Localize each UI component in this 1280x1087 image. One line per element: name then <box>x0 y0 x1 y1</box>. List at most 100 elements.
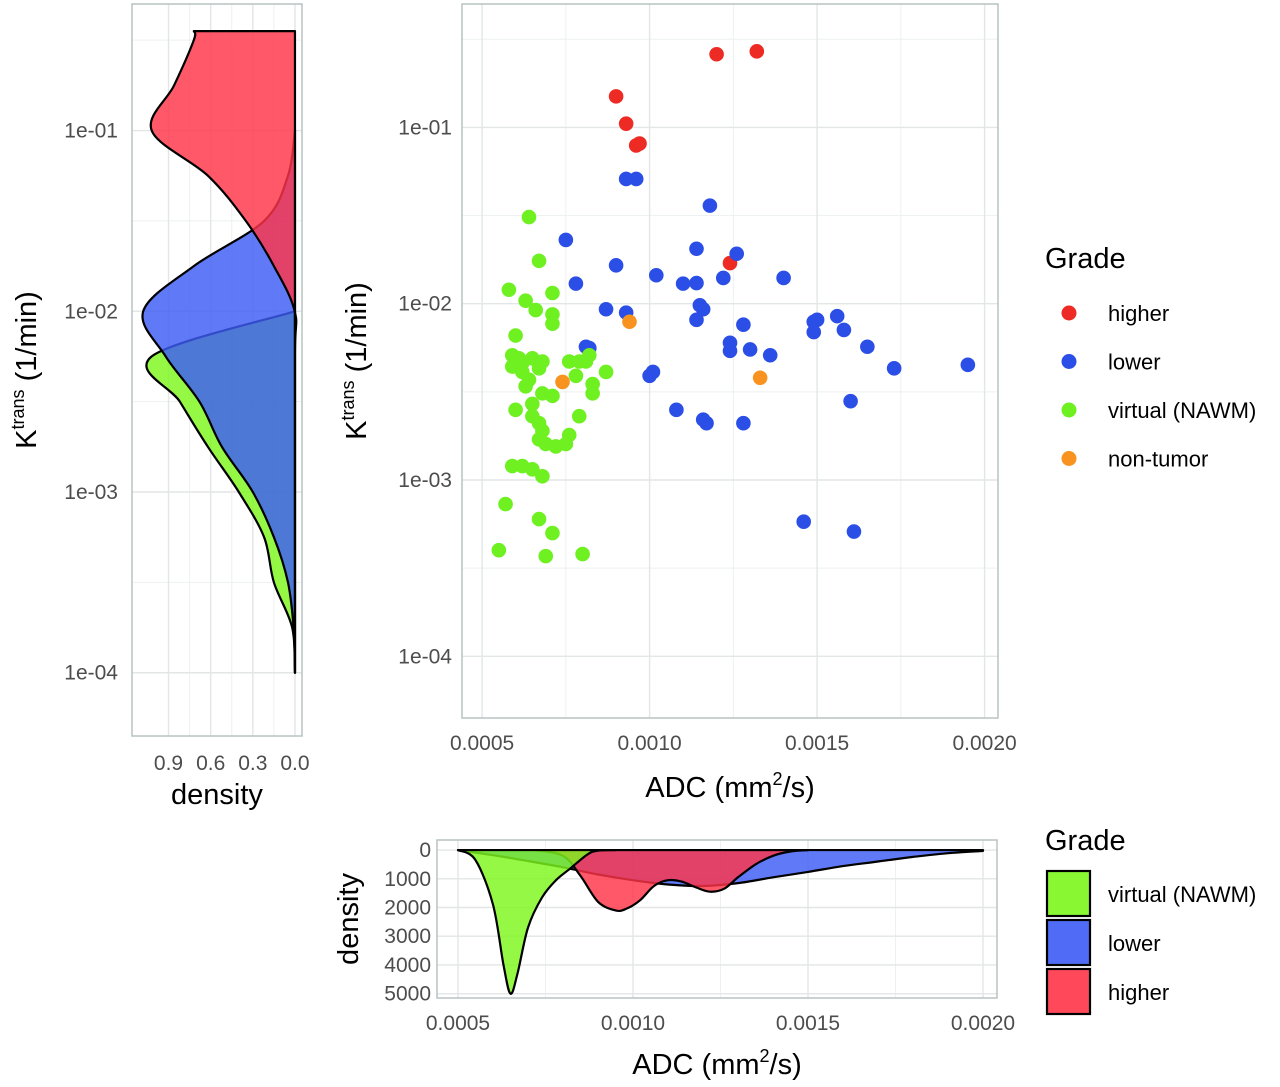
data-point <box>545 525 560 541</box>
legend-label: virtual (NAWM) <box>1108 398 1256 423</box>
data-point <box>491 542 507 558</box>
left-density-x-tick-labels: 0.9 0.6 0.3 0.0 <box>154 752 310 775</box>
y-tick-label: 3000 <box>384 925 431 948</box>
data-point <box>695 301 711 317</box>
data-point <box>649 267 664 283</box>
data-point <box>518 379 533 394</box>
legend-label: virtual (NAWM) <box>1108 882 1256 907</box>
data-point <box>699 415 714 431</box>
data-point <box>598 364 614 380</box>
data-point <box>531 361 547 376</box>
data-point <box>508 328 523 343</box>
y-tick-label: 1e-04 <box>398 645 452 668</box>
data-point <box>729 246 744 262</box>
legend-label: lower <box>1108 350 1161 375</box>
data-point <box>886 361 902 376</box>
data-point <box>501 282 517 298</box>
data-point <box>716 270 731 286</box>
data-point <box>498 496 513 512</box>
data-point <box>578 354 594 369</box>
data-point <box>571 408 587 424</box>
grade-legend-fills: Grade virtual (NAWM) lower higher <box>1045 825 1256 1016</box>
data-point <box>709 46 724 62</box>
y-tick-label: 1e-03 <box>64 481 118 504</box>
data-point <box>846 524 862 539</box>
data-point <box>689 312 704 328</box>
left-density-panel: 1e-01 1e-02 1e-03 1e-04 0.9 0.6 0.3 0.0 densit… <box>8 3 310 811</box>
data-point <box>518 293 533 309</box>
data-point <box>689 241 704 257</box>
data-point <box>525 396 540 412</box>
data-point <box>776 270 791 286</box>
data-point <box>561 354 577 369</box>
left-density-y-tick-labels: 1e-01 1e-02 1e-03 1e-04 <box>64 120 118 685</box>
data-point <box>642 368 657 384</box>
y-tick-label: 1000 <box>384 868 431 891</box>
y-tick-label: 1e-01 <box>64 120 118 143</box>
legend-key-dot <box>1061 305 1077 321</box>
density-area-higher <box>533 848 810 913</box>
data-point <box>843 393 858 409</box>
data-point <box>762 347 778 363</box>
data-point <box>568 368 584 384</box>
x-tick-label: 0.3 <box>238 752 267 775</box>
data-point <box>508 402 523 418</box>
legend-label: non-tumor <box>1108 447 1208 472</box>
bottom-density-x-axis-title: ADC (mm2/s) <box>632 1046 802 1081</box>
y-tick-label: 1e-01 <box>398 116 452 139</box>
data-point <box>538 548 554 564</box>
data-point <box>689 275 704 291</box>
y-tick-label: 0 <box>419 839 431 862</box>
data-point <box>632 136 647 151</box>
x-tick-label: 0.0010 <box>617 732 681 755</box>
y-tick-label: 1e-03 <box>398 469 452 492</box>
data-point <box>608 89 624 104</box>
y-tick-label: 1e-04 <box>64 662 118 685</box>
left-density-areas <box>141 30 298 674</box>
y-tick-label: 1e-02 <box>398 293 452 316</box>
scatter-x-tick-labels: 0.0005 0.0010 0.0015 0.0020 <box>450 732 1017 755</box>
bottom-density-areas <box>456 848 985 995</box>
x-tick-label: 0.0015 <box>785 732 849 755</box>
data-point <box>598 301 614 317</box>
legend-title: Grade <box>1045 825 1126 857</box>
bottom-density-panel: 0 1000 2000 3000 4000 5000 0.0005 0.0010 0.0015… <box>333 839 1015 1081</box>
data-point <box>622 314 637 330</box>
legend-key-dot <box>1061 451 1077 466</box>
data-point <box>531 253 547 269</box>
data-point <box>548 439 564 454</box>
data-point <box>836 322 852 338</box>
bottom-density-y-axis-title: density <box>333 873 365 965</box>
legend-key-swatch <box>1045 918 1092 967</box>
scatter-panel-border <box>461 3 999 719</box>
data-point <box>628 171 644 187</box>
data-point <box>829 308 845 324</box>
data-point <box>742 342 758 357</box>
x-tick-label: 0.0010 <box>601 1012 665 1035</box>
data-point <box>545 316 560 332</box>
data-point <box>618 116 634 131</box>
legend-key-swatch <box>1045 967 1092 1016</box>
y-tick-label: 1e-02 <box>64 300 118 323</box>
y-tick-label: 5000 <box>384 983 431 1006</box>
x-tick-label: 0.0020 <box>952 732 1016 755</box>
x-tick-label: 0.0 <box>280 752 309 775</box>
data-point <box>860 339 875 355</box>
x-tick-label: 0.0020 <box>951 1012 1015 1035</box>
data-point <box>796 514 811 530</box>
scatter-x-axis-title: ADC (mm2/s) <box>645 769 815 804</box>
legend-label: lower <box>1108 931 1161 956</box>
data-point <box>749 44 765 59</box>
data-point <box>531 511 547 527</box>
legend-title: Grade <box>1045 243 1126 275</box>
data-point <box>521 209 537 225</box>
x-tick-label: 0.6 <box>196 752 225 775</box>
y-tick-label: 2000 <box>384 897 431 920</box>
data-point <box>960 357 976 373</box>
legend-label: higher <box>1108 980 1169 1005</box>
data-point <box>722 343 738 359</box>
x-tick-label: 0.0015 <box>776 1012 840 1035</box>
left-density-x-axis-title: density <box>171 779 263 811</box>
data-point <box>545 388 560 404</box>
